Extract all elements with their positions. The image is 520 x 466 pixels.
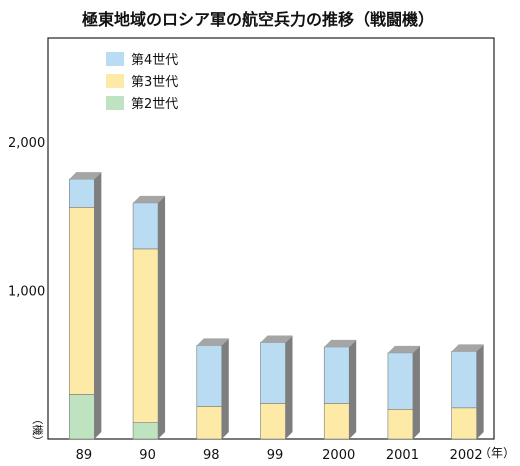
bar-segment [260, 403, 286, 440]
bar-segment [196, 406, 223, 440]
x-tick-label: 98 [203, 448, 220, 463]
y-tick-label: 1,000 [8, 284, 45, 299]
legend-label: 第4世代 [131, 53, 178, 68]
y-unit-label: （機） [31, 414, 45, 447]
legend-label: 第3世代 [131, 75, 178, 90]
bar-segment [69, 394, 95, 440]
bar-side [94, 172, 102, 439]
bar-top [133, 195, 166, 203]
legend-swatch [106, 52, 124, 66]
bar-segment [260, 342, 286, 404]
y-tick-label: 2,000 [8, 136, 45, 151]
bar-top [324, 339, 357, 347]
bar-segment [387, 352, 414, 410]
bar-side [349, 339, 357, 439]
bar-segment [196, 345, 223, 407]
bar-segment [451, 351, 477, 409]
x-tick-label: 2000 [322, 448, 355, 463]
bar-segment [132, 248, 159, 423]
bar-side [221, 338, 229, 439]
x-tick-label: 99 [267, 448, 284, 463]
legend-swatch [106, 74, 124, 88]
legend-swatch [106, 96, 124, 110]
x-unit-label: （年） [479, 446, 515, 460]
bar-top [69, 172, 102, 180]
bar-side [285, 335, 293, 439]
x-axis-labels: 89 90 98 99 2000 2001 2002 [76, 448, 483, 463]
x-tick-label: 2002 [450, 448, 483, 463]
x-tick-label: 89 [76, 448, 93, 463]
bar-segment [387, 408, 414, 440]
x-tick-label: 2001 [386, 448, 419, 463]
bar-side [412, 345, 420, 439]
bar-segment [323, 346, 350, 404]
legend-label: 第2世代 [131, 97, 178, 112]
bar-top [387, 345, 420, 353]
bar-segment [132, 202, 159, 250]
bar-side [158, 195, 166, 439]
bar-top [451, 344, 484, 352]
bars [69, 172, 484, 440]
bar-segment [69, 178, 95, 208]
x-tick-label: 90 [139, 448, 156, 463]
bar-segment [132, 422, 159, 440]
bar-segment [323, 403, 350, 440]
bar-top [196, 338, 229, 346]
bar-segment [451, 407, 477, 440]
bar-side [476, 344, 484, 439]
y-axis-ticks: 2,000 1,000 [8, 136, 45, 300]
bar-segment [69, 207, 95, 395]
chart-title: 極東地域のロシア軍の航空兵力の推移（戦闘機） [81, 10, 434, 29]
bar-top [260, 335, 293, 343]
